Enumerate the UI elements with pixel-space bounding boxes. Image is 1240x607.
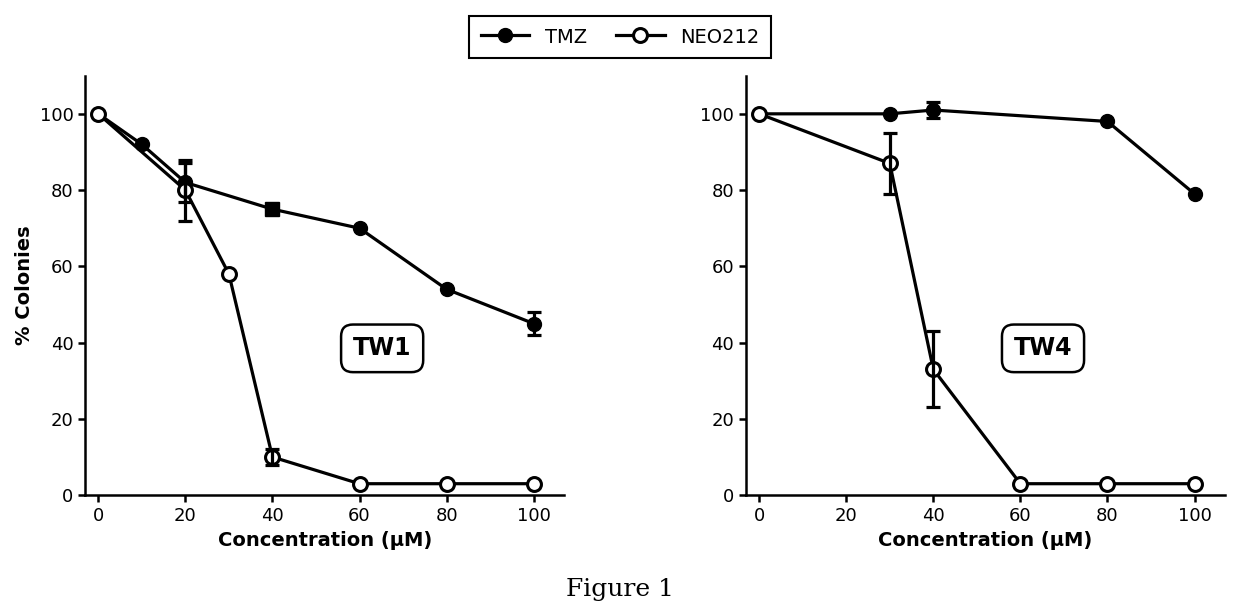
Text: TW4: TW4 [1014, 336, 1073, 361]
X-axis label: Concentration (μM): Concentration (μM) [878, 531, 1092, 549]
Y-axis label: % Colonies: % Colonies [15, 226, 33, 345]
Text: TW1: TW1 [353, 336, 412, 361]
Legend: TMZ, NEO212: TMZ, NEO212 [469, 16, 771, 58]
Text: Figure 1: Figure 1 [567, 578, 673, 601]
X-axis label: Concentration (μM): Concentration (μM) [217, 531, 432, 549]
